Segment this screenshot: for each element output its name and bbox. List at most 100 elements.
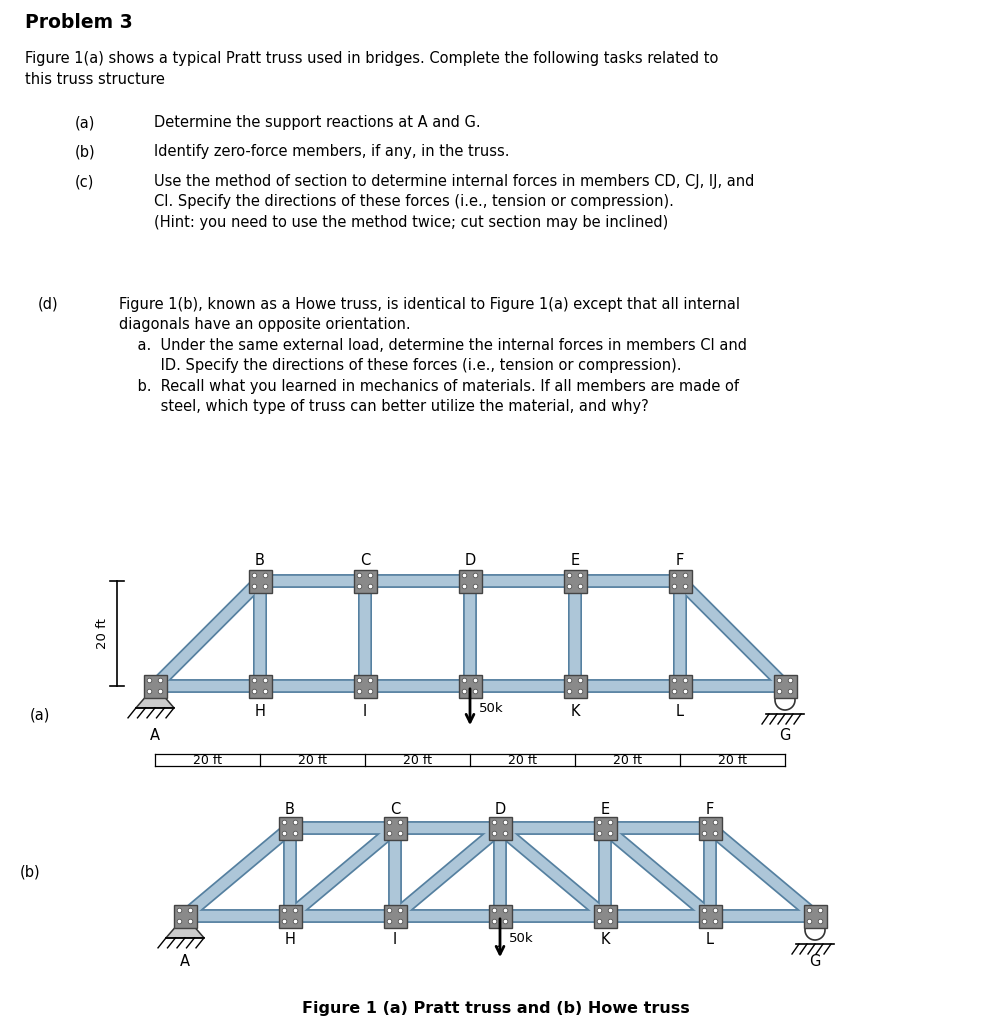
Text: 20 ft: 20 ft	[193, 754, 222, 767]
Bar	[488, 816, 512, 840]
Text: Problem 3: Problem 3	[25, 12, 133, 32]
Text: (d): (d)	[38, 297, 59, 312]
Text: G: G	[780, 728, 791, 743]
Circle shape	[775, 690, 795, 710]
Text: 50k: 50k	[479, 701, 504, 715]
Polygon shape	[136, 686, 174, 708]
Circle shape	[252, 585, 257, 589]
Circle shape	[368, 678, 373, 683]
Text: 20 ft: 20 ft	[403, 754, 432, 767]
Circle shape	[147, 678, 152, 683]
Circle shape	[608, 831, 613, 836]
Circle shape	[702, 831, 706, 836]
Text: I: I	[363, 705, 367, 719]
Circle shape	[158, 689, 163, 694]
Text: (c): (c)	[74, 174, 94, 189]
Polygon shape	[166, 916, 204, 938]
Bar	[279, 904, 302, 928]
Circle shape	[263, 585, 268, 589]
Circle shape	[492, 908, 497, 912]
Circle shape	[503, 831, 508, 836]
Circle shape	[777, 678, 782, 683]
Circle shape	[683, 573, 687, 578]
Circle shape	[713, 920, 718, 924]
Circle shape	[567, 678, 571, 683]
Bar	[174, 904, 196, 928]
Circle shape	[807, 920, 811, 924]
Text: A: A	[180, 954, 190, 969]
Circle shape	[578, 573, 583, 578]
Circle shape	[398, 920, 403, 924]
Bar	[249, 569, 272, 593]
Text: Use the method of section to determine internal forces in members CD, CJ, IJ, an: Use the method of section to determine i…	[154, 174, 754, 229]
Bar	[279, 816, 302, 840]
Text: 20 ft: 20 ft	[613, 754, 642, 767]
Bar	[563, 569, 586, 593]
Circle shape	[294, 908, 298, 912]
Text: L: L	[676, 705, 684, 719]
Text: C: C	[390, 802, 400, 817]
Circle shape	[398, 820, 403, 824]
Circle shape	[597, 908, 602, 912]
Circle shape	[387, 831, 392, 836]
Text: (a): (a)	[74, 116, 95, 130]
Text: L: L	[706, 932, 714, 947]
Circle shape	[387, 920, 392, 924]
Circle shape	[713, 820, 718, 824]
Text: (a): (a)	[30, 708, 51, 723]
Circle shape	[462, 689, 467, 694]
Circle shape	[462, 678, 467, 683]
Text: G: G	[809, 954, 820, 969]
Circle shape	[777, 689, 782, 694]
Circle shape	[805, 920, 825, 940]
Text: (b): (b)	[74, 144, 95, 160]
Circle shape	[357, 678, 362, 683]
Circle shape	[188, 920, 192, 924]
Circle shape	[368, 689, 373, 694]
Text: Determine the support reactions at A and G.: Determine the support reactions at A and…	[154, 116, 480, 130]
Circle shape	[294, 920, 298, 924]
Circle shape	[807, 908, 811, 912]
Bar	[593, 816, 616, 840]
Circle shape	[252, 689, 257, 694]
Circle shape	[178, 920, 182, 924]
Circle shape	[398, 831, 403, 836]
Circle shape	[683, 689, 687, 694]
Text: D: D	[464, 553, 475, 568]
Circle shape	[597, 920, 602, 924]
Text: Figure 1(a) shows a typical Pratt truss used in bridges. Complete the following : Figure 1(a) shows a typical Pratt truss …	[25, 51, 718, 87]
Bar	[353, 675, 377, 697]
Circle shape	[789, 678, 793, 683]
Circle shape	[158, 678, 163, 683]
Circle shape	[818, 908, 822, 912]
Circle shape	[567, 689, 571, 694]
Circle shape	[462, 573, 467, 578]
Circle shape	[673, 689, 677, 694]
Circle shape	[263, 689, 268, 694]
Text: B: B	[285, 802, 295, 817]
Circle shape	[387, 908, 392, 912]
Bar	[458, 569, 481, 593]
Text: F: F	[676, 553, 684, 568]
Bar	[384, 904, 407, 928]
Text: Identify zero-force members, if any, in the truss.: Identify zero-force members, if any, in …	[154, 144, 509, 160]
Circle shape	[282, 908, 287, 912]
Circle shape	[282, 820, 287, 824]
Circle shape	[818, 920, 822, 924]
Text: 20 ft: 20 ft	[298, 754, 327, 767]
Text: E: E	[600, 802, 609, 817]
Circle shape	[252, 573, 257, 578]
Circle shape	[702, 908, 706, 912]
Circle shape	[368, 573, 373, 578]
Circle shape	[503, 820, 508, 824]
Text: E: E	[570, 553, 579, 568]
Circle shape	[702, 920, 706, 924]
Circle shape	[673, 678, 677, 683]
Circle shape	[713, 908, 718, 912]
Circle shape	[188, 908, 192, 912]
Circle shape	[492, 820, 497, 824]
Bar	[804, 904, 826, 928]
Circle shape	[473, 689, 478, 694]
Circle shape	[178, 908, 182, 912]
Circle shape	[567, 573, 571, 578]
